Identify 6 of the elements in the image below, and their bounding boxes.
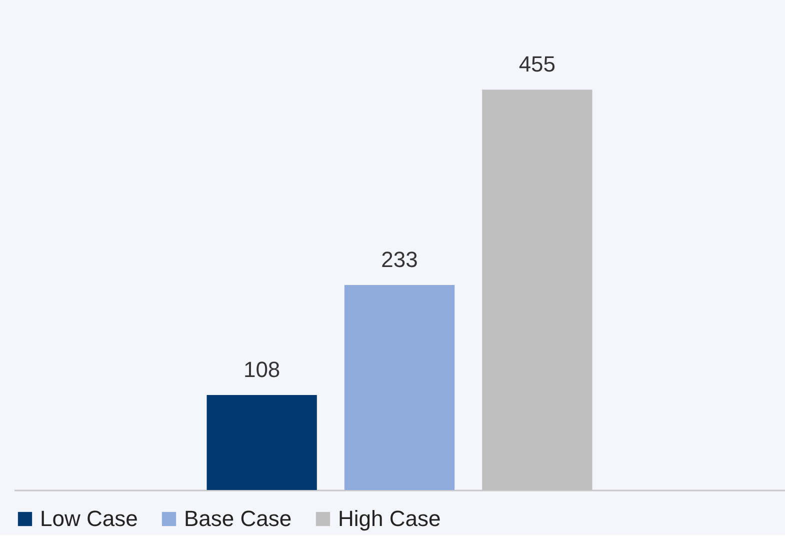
data-label: 108	[243, 356, 280, 382]
legend-label: High Case	[338, 506, 441, 531]
data-label: 455	[518, 52, 556, 77]
legend-label: Base Case	[184, 506, 292, 531]
data-label: 233	[381, 246, 418, 272]
legend-label: Low Case	[40, 506, 138, 531]
